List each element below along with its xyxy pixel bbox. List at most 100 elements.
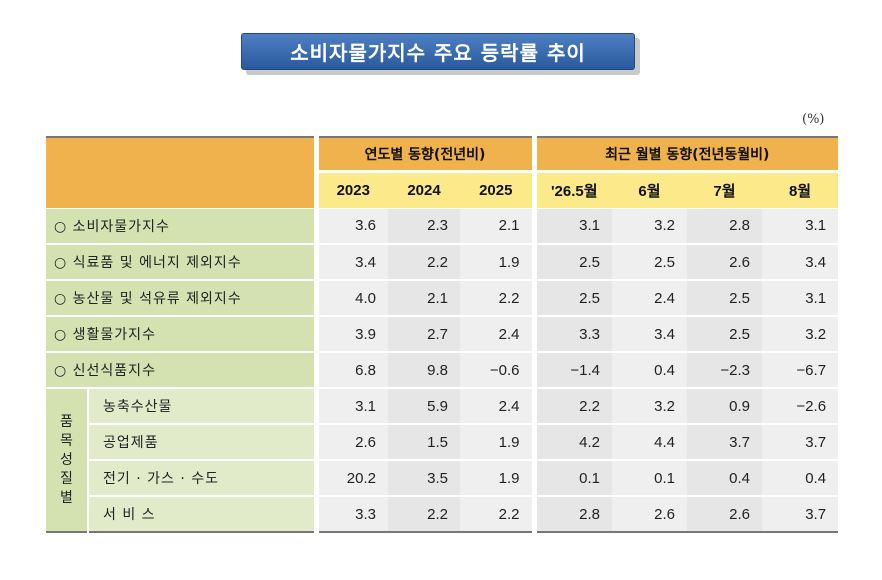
cell-value: 2.5 — [687, 315, 762, 352]
sub-row-label: 서 비 스 — [88, 495, 316, 532]
header-col: 2023 — [313, 171, 388, 208]
cell-value: 2.3 — [388, 207, 460, 244]
row-label: ○ 식료품 및 에너지 제외지수 — [46, 243, 316, 280]
row-label: ○ 소비자물가지수 — [46, 207, 316, 244]
cell-value: 1.9 — [460, 243, 534, 280]
cell-value: 2.4 — [612, 279, 687, 316]
header-col: 2024 — [388, 171, 460, 208]
cell-value: 3.6 — [313, 207, 388, 244]
cell-value: 2.5 — [612, 243, 687, 280]
group-label-char: 질 — [60, 470, 73, 487]
sub-row-label: 전기 · 가스 · 수도 — [88, 459, 316, 496]
cell-value: 2.6 — [687, 243, 762, 280]
cell-value: 3.4 — [313, 243, 388, 280]
page-title: 소비자물가지수 주요 등락률 추이 — [241, 33, 635, 70]
cell-value: 3.5 — [388, 459, 460, 496]
cell-value: 2.5 — [531, 243, 612, 280]
cell-value: 2.4 — [460, 315, 534, 352]
cell-value: 2.5 — [687, 279, 762, 316]
cell-value: 0.9 — [687, 387, 762, 424]
cell-value: 2.1 — [460, 207, 534, 244]
cell-value: 3.7 — [687, 423, 762, 460]
cell-value: −0.6 — [460, 351, 534, 388]
cell-value: 0.4 — [612, 351, 687, 388]
table-row: 서 비 스 3.3 2.2 2.2 2.8 2.6 2.6 3.7 — [46, 495, 839, 532]
cell-value: 20.2 — [313, 459, 388, 496]
cell-value: 3.2 — [612, 387, 687, 424]
table-row: ○ 식료품 및 에너지 제외지수 3.4 2.2 1.9 2.5 2.5 2.6… — [46, 243, 839, 280]
group-label-char: 품 — [60, 413, 73, 430]
cell-value: 3.7 — [762, 423, 839, 460]
cell-value: 3.9 — [313, 315, 388, 352]
unit-label: (%) — [802, 112, 825, 127]
group-label-char: 목 — [60, 432, 73, 449]
cell-value: 3.2 — [762, 315, 839, 352]
cell-value: 2.6 — [313, 423, 388, 460]
cell-value: 9.8 — [388, 351, 460, 388]
row-label: ○ 생활물가지수 — [46, 315, 316, 352]
table-row: ○ 생활물가지수 3.9 2.7 2.4 3.3 3.4 2.5 3.2 — [46, 315, 839, 352]
cell-value: 1.9 — [460, 423, 534, 460]
header-monthly: 최근 월별 동향(전년동월비) — [531, 137, 839, 173]
cell-value: 2.2 — [460, 495, 534, 532]
cell-value: 3.1 — [762, 279, 839, 316]
header-corner — [46, 137, 316, 208]
cell-value: 2.2 — [388, 243, 460, 280]
cell-value: 5.9 — [388, 387, 460, 424]
cell-value: 3.4 — [762, 243, 839, 280]
cell-value: 0.1 — [612, 459, 687, 496]
cell-value: 6.8 — [313, 351, 388, 388]
group-label-by-item: 품 목 성 질 별 — [46, 387, 89, 532]
cell-value: 3.3 — [313, 495, 388, 532]
sub-row-label: 농축수산물 — [88, 387, 316, 424]
cell-value: 2.7 — [388, 315, 460, 352]
cpi-table: 연도별 동향(전년비) 최근 월별 동향(전년동월비) 2023 2024 20… — [46, 136, 839, 533]
cell-value: 2.2 — [531, 387, 612, 424]
cell-value: 0.4 — [762, 459, 839, 496]
table-row: ○ 소비자물가지수 3.6 2.3 2.1 3.1 3.2 2.8 3.1 — [46, 207, 839, 244]
cell-value: 3.4 — [612, 315, 687, 352]
table-row: 품 목 성 질 별 농축수산물 3.1 5.9 2.4 2.2 3.2 0.9 … — [46, 387, 839, 532]
cell-value: 2.2 — [460, 279, 534, 316]
cell-value: 3.2 — [612, 207, 687, 244]
group-label-char: 성 — [60, 451, 73, 468]
header-annual: 연도별 동향(전년비) — [313, 137, 534, 173]
header-col: 2025 — [460, 171, 534, 208]
cell-value: 4.0 — [313, 279, 388, 316]
table-row: ○ 농산물 및 석유류 제외지수 4.0 2.1 2.2 2.5 2.4 2.5… — [46, 279, 839, 316]
cell-value: 2.4 — [460, 387, 534, 424]
cell-value: 3.3 — [531, 315, 612, 352]
table-row: ○ 신선식품지수 6.8 9.8 −0.6 −1.4 0.4 −2.3 −6.7 — [46, 351, 839, 388]
table-row: 전기 · 가스 · 수도 20.2 3.5 1.9 0.1 0.1 0.4 0.… — [46, 459, 839, 496]
header-col: 8월 — [762, 171, 839, 208]
cell-value: −6.7 — [762, 351, 839, 388]
sub-row-label: 공업제품 — [88, 423, 316, 460]
cell-value: 0.4 — [687, 459, 762, 496]
cell-value: 3.7 — [762, 495, 839, 532]
header-col: 7월 — [687, 171, 762, 208]
cell-value: 4.4 — [612, 423, 687, 460]
cell-value: 2.5 — [531, 279, 612, 316]
cell-value: 0.1 — [531, 459, 612, 496]
cell-value: 1.9 — [460, 459, 534, 496]
cell-value: 1.5 — [388, 423, 460, 460]
cell-value: 3.1 — [313, 387, 388, 424]
cell-value: 2.8 — [687, 207, 762, 244]
cell-value: −2.6 — [762, 387, 839, 424]
row-label: ○ 농산물 및 석유류 제외지수 — [46, 279, 316, 316]
cell-value: −1.4 — [531, 351, 612, 388]
cell-value: 2.1 — [388, 279, 460, 316]
header-col: 6월 — [612, 171, 687, 208]
cell-value: −2.3 — [687, 351, 762, 388]
row-label: ○ 신선식품지수 — [46, 351, 316, 388]
header-col: '26.5월 — [531, 171, 612, 208]
cell-value: 2.8 — [531, 495, 612, 532]
cell-value: 2.6 — [687, 495, 762, 532]
cell-value: 2.2 — [388, 495, 460, 532]
cell-value: 3.1 — [531, 207, 612, 244]
title-box: 소비자물가지수 주요 등락률 추이 — [241, 33, 640, 75]
cell-value: 4.2 — [531, 423, 612, 460]
group-label-char: 별 — [60, 489, 73, 506]
cell-value: 2.6 — [612, 495, 687, 532]
table-row: 공업제품 2.6 1.5 1.9 4.2 4.4 3.7 3.7 — [46, 423, 839, 460]
